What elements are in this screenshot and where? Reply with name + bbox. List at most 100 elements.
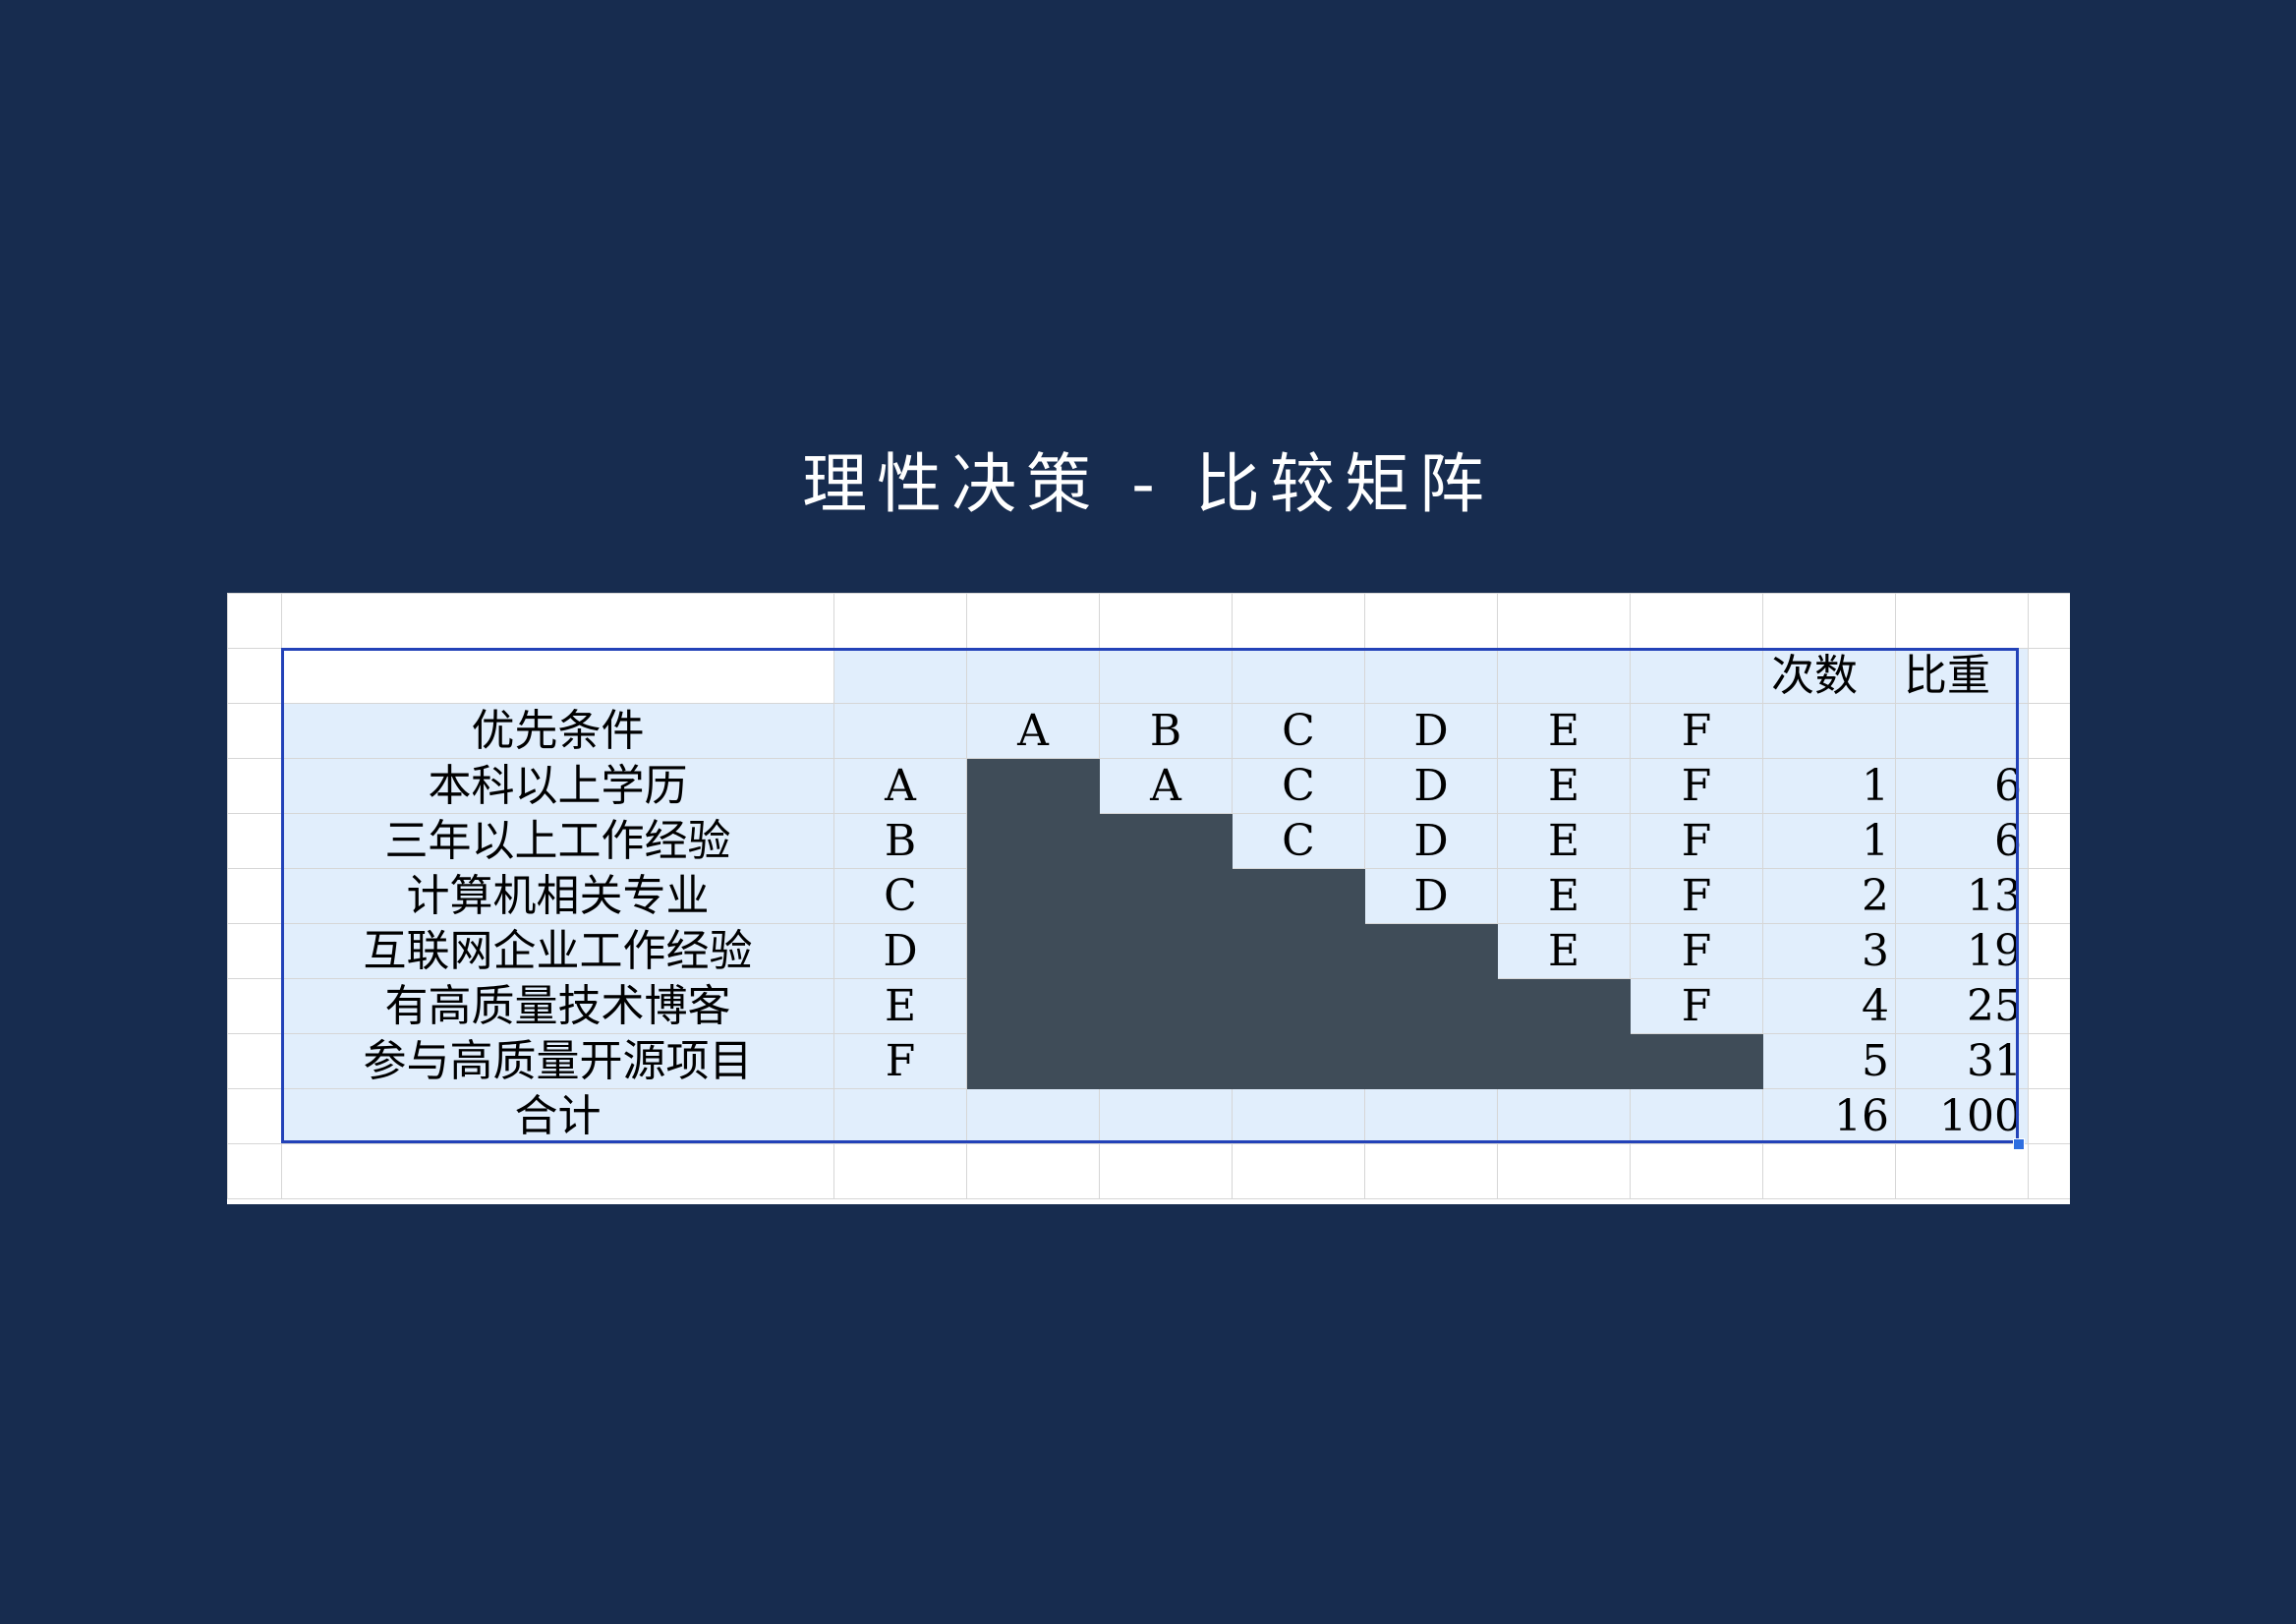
count-value[interactable]: 1 [1762,758,1896,814]
comparison-winner-cell[interactable]: E [1497,923,1631,979]
sheet-cell[interactable] [1630,1088,1763,1144]
masked-cell[interactable] [966,758,1100,814]
comparison-winner-cell[interactable]: D [1364,868,1498,924]
weight-header[interactable]: 比重 [1895,648,2029,704]
sheet-cell[interactable] [227,1143,282,1199]
sheet-cell[interactable] [227,923,282,979]
fill-handle[interactable] [2013,1138,2025,1150]
count-value[interactable]: 5 [1762,1033,1896,1089]
masked-cell[interactable] [1099,868,1233,924]
masked-cell[interactable] [1232,868,1365,924]
masked-cell[interactable] [1364,978,1498,1034]
count-value[interactable]: 3 [1762,923,1896,979]
sheet-cell[interactable] [2028,923,2070,979]
row-letter[interactable]: F [833,1033,967,1089]
comparison-winner-cell[interactable]: F [1630,868,1763,924]
criterion-label[interactable]: 计算机相关专业 [281,868,834,924]
sheet-cell[interactable] [1099,1088,1233,1144]
column-letter-E[interactable]: E [1497,703,1631,759]
sheet-cell[interactable] [2028,1033,2070,1089]
masked-cell[interactable] [1232,1033,1365,1089]
masked-cell[interactable] [1630,1033,1763,1089]
sheet-cell[interactable] [2028,648,2070,704]
row-letter[interactable]: A [833,758,967,814]
sheet-cell[interactable] [1497,1143,1631,1199]
masked-cell[interactable] [1497,978,1631,1034]
comparison-winner-cell[interactable]: A [1099,758,1233,814]
sheet-cell[interactable] [1895,703,2029,759]
weight-value[interactable]: 19 [1895,923,2029,979]
sheet-cell[interactable] [227,648,282,704]
masked-cell[interactable] [1232,923,1365,979]
sheet-cell[interactable] [1364,648,1498,704]
sheet-cell[interactable] [227,813,282,869]
sheet-cell[interactable] [1630,593,1763,649]
comparison-winner-cell[interactable]: E [1497,813,1631,869]
masked-cell[interactable] [966,923,1100,979]
sheet-cell[interactable] [833,593,967,649]
weight-value[interactable]: 31 [1895,1033,2029,1089]
masked-cell[interactable] [966,813,1100,869]
sheet-cell[interactable] [833,1143,967,1199]
weight-value[interactable]: 13 [1895,868,2029,924]
count-value[interactable]: 2 [1762,868,1896,924]
sheet-cell[interactable] [227,868,282,924]
masked-cell[interactable] [1099,1033,1233,1089]
sheet-cell[interactable] [2028,703,2070,759]
column-letter-C[interactable]: C [1232,703,1365,759]
total-count[interactable]: 16 [1762,1088,1896,1144]
sheet-cell[interactable] [1762,593,1896,649]
sheet-cell[interactable] [2028,868,2070,924]
comparison-winner-cell[interactable]: C [1232,758,1365,814]
sheet-cell[interactable] [281,593,834,649]
sheet-cell[interactable] [1099,1143,1233,1199]
sheet-cell[interactable] [1497,1088,1631,1144]
masked-cell[interactable] [1099,978,1233,1034]
comparison-winner-cell[interactable]: E [1497,868,1631,924]
masked-cell[interactable] [966,1033,1100,1089]
sheet-cell[interactable] [1232,1143,1365,1199]
sheet-cell[interactable] [281,648,834,704]
masked-cell[interactable] [1497,1033,1631,1089]
masked-cell[interactable] [966,868,1100,924]
sheet-cell[interactable] [966,1088,1100,1144]
sheet-cell[interactable] [227,758,282,814]
masked-cell[interactable] [966,978,1100,1034]
sheet-cell[interactable] [1762,703,1896,759]
sheet-cell[interactable] [1364,593,1498,649]
sheet-cell[interactable] [1232,1088,1365,1144]
sheet-cell[interactable] [227,1088,282,1144]
sheet-cell[interactable] [1364,1088,1498,1144]
sheet-cell[interactable] [1364,1143,1498,1199]
sheet-cell[interactable] [2028,593,2070,649]
row-letter[interactable]: E [833,978,967,1034]
sheet-cell[interactable] [2028,978,2070,1034]
sheet-cell[interactable] [1895,1143,2029,1199]
sheet-cell[interactable] [1497,593,1631,649]
spreadsheet[interactable]: 次数 比重 优先条件 A B C D E F 本科以上学历 A A C D E F 1 6 三年以上工作经验 B C D E… [227,593,2070,1204]
sheet-cell[interactable] [2028,813,2070,869]
comparison-matrix-table[interactable]: 次数 比重 优先条件 A B C D E F 本科以上学历 A A C D E F 1 6 三年以上工作经验 B C D E… [227,593,2070,1199]
sheet-cell[interactable] [281,1143,834,1199]
sheet-cell[interactable] [966,1143,1100,1199]
comparison-winner-cell[interactable]: F [1630,978,1763,1034]
row-letter[interactable]: C [833,868,967,924]
sheet-cell[interactable] [1099,648,1233,704]
sheet-cell[interactable] [227,593,282,649]
sheet-cell[interactable] [227,978,282,1034]
masked-cell[interactable] [1099,923,1233,979]
column-letter-B[interactable]: B [1099,703,1233,759]
comparison-winner-cell[interactable]: C [1232,813,1365,869]
sheet-cell[interactable] [966,593,1100,649]
masked-cell[interactable] [1364,923,1498,979]
criterion-label[interactable]: 参与高质量开源项目 [281,1033,834,1089]
count-value[interactable]: 4 [1762,978,1896,1034]
column-letter-A[interactable]: A [966,703,1100,759]
comparison-winner-cell[interactable]: F [1630,923,1763,979]
count-header[interactable]: 次数 [1762,648,1896,704]
sheet-cell[interactable] [2028,1088,2070,1144]
sheet-cell[interactable] [1762,1143,1896,1199]
sheet-cell[interactable] [1895,593,2029,649]
sheet-cell[interactable] [1630,1143,1763,1199]
sheet-cell[interactable] [1630,648,1763,704]
